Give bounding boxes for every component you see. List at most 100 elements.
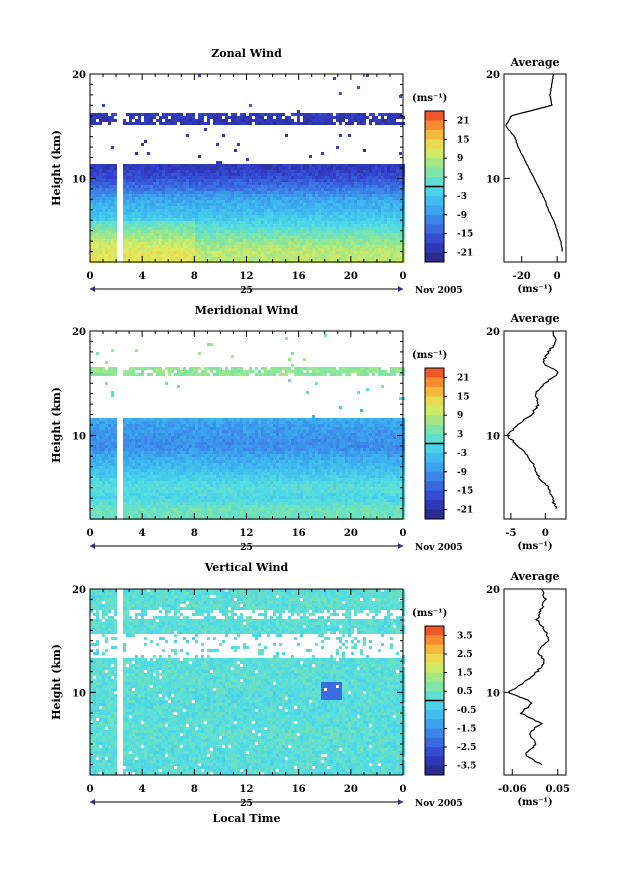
y-tick-label: 10 (72, 174, 86, 185)
colorbar-swatch (425, 644, 444, 655)
colorbar-swatch (425, 509, 444, 520)
colorbar-swatch (425, 462, 444, 473)
colorbar-tick-label: 15 (457, 135, 470, 145)
colorbar-swatch (425, 471, 444, 482)
heatmap-cells (90, 74, 405, 263)
panel-1: Meridional Wind 0 4 8 12 16 20 0 10 20 Height (km)… (50, 304, 567, 553)
colorbar-swatch (425, 434, 444, 444)
y-tick-label: 20 (72, 327, 86, 338)
average-unit: (ms⁻¹) (517, 541, 552, 552)
x-tick-label: 4 (139, 784, 146, 795)
average-y-tick-label: 20 (486, 327, 500, 338)
colorbar-swatch (425, 756, 444, 767)
average-unit: (ms⁻¹) (517, 284, 552, 295)
colorbar-tick-label: -0.5 (457, 706, 476, 716)
chart-title: Meridional Wind (195, 304, 299, 317)
colorbar-swatch (425, 747, 444, 757)
colorbar-swatch (425, 252, 444, 263)
average-x-tick-label: 0 (554, 271, 561, 282)
date-label: Nov 2005 (415, 286, 463, 296)
colorbar-swatch (425, 139, 444, 150)
x-tick-label: 0 (87, 784, 94, 795)
colorbar-swatch (425, 500, 444, 511)
colorbar-tick-label: -2.5 (457, 743, 476, 753)
colorbar-tick-label: -9 (457, 468, 467, 478)
arrow-head-right (398, 799, 403, 805)
colorbar-tick-label: 21 (457, 116, 470, 126)
average-y-tick-label: 10 (486, 431, 500, 442)
heatmap-cells (90, 589, 405, 775)
colorbar-tick-label: -3 (457, 192, 467, 202)
colorbar-swatch (425, 443, 444, 454)
y-tick-label: 20 (72, 70, 86, 81)
colorbar-tick-label: -21 (457, 506, 473, 516)
x-tick-label: 8 (191, 271, 198, 282)
colorbar-swatch (425, 681, 444, 692)
colorbar-swatch (425, 111, 444, 121)
average-title: Average (509, 56, 559, 69)
arrow-head-right (398, 543, 403, 549)
x-tick-label: 20 (344, 784, 358, 795)
x-tick-label: 16 (292, 271, 306, 282)
average-frame (503, 588, 567, 776)
x-tick-label: 0 (400, 784, 407, 795)
x-tick-label: 0 (87, 271, 94, 282)
average-profile-line (505, 74, 563, 252)
colorbar-swatch (425, 700, 444, 711)
average-x-tick-label: -5 (505, 528, 516, 539)
colorbar-swatch (425, 205, 444, 216)
y-tick-label: 10 (72, 431, 86, 442)
colorbar-tick-label: 0.5 (457, 687, 473, 697)
colorbar-swatch (425, 481, 444, 492)
heatmap-cells (90, 334, 405, 520)
x-tick-label: 0 (400, 528, 407, 539)
average-x-tick-label: -0.06 (498, 784, 527, 795)
colorbar-swatch (425, 386, 444, 397)
arrow-head-right (398, 286, 403, 292)
x-tick-label: 8 (191, 528, 198, 539)
day-label: 25 (240, 543, 253, 553)
average-x-tick-label: 0.05 (546, 784, 570, 795)
colorbar-tick-label: 9 (457, 154, 463, 164)
date-label: Nov 2005 (415, 799, 463, 809)
colorbar-tick-label: 2.5 (457, 650, 473, 660)
average-x-tick-label: -20 (513, 271, 531, 282)
x-tick-label: 8 (191, 784, 198, 795)
average-unit: (ms⁻¹) (517, 797, 552, 808)
colorbar-swatch (425, 120, 444, 131)
colorbar-tick-label: 9 (457, 411, 463, 421)
y-tick-label: 20 (72, 585, 86, 596)
colorbar-tick-label: 21 (457, 373, 470, 383)
colorbar-swatch (425, 224, 444, 235)
x-tick-label: 12 (240, 528, 254, 539)
x-tick-label: 4 (139, 528, 146, 539)
colorbar-unit: (ms⁻¹) (412, 93, 447, 104)
colorbar-swatch (425, 243, 444, 254)
colorbar-swatch (425, 719, 444, 729)
colorbar-swatch (425, 635, 444, 646)
panel-0: Zonal Wind 0 4 8 12 16 20 0 10 20 Height (km) 25 Nov… (50, 47, 567, 296)
colorbar-swatch (425, 672, 444, 683)
colorbar-swatch (425, 737, 444, 748)
average-y-tick-label: 20 (486, 585, 500, 596)
y-axis-label: Height (km) (50, 387, 63, 463)
colorbar-swatch (425, 765, 444, 776)
colorbar-swatch (425, 653, 444, 664)
chart-title: Zonal Wind (211, 47, 282, 60)
colorbar-swatch (425, 233, 444, 244)
colorbar-swatch (425, 368, 444, 378)
colorbar-swatch (425, 148, 444, 159)
colorbar-tick-label: 3.5 (457, 631, 473, 641)
arrow-head-left (90, 799, 95, 805)
average-title: Average (509, 312, 559, 325)
colorbar-swatch (425, 158, 444, 169)
x-tick-label: 0 (87, 528, 94, 539)
date-label: Nov 2005 (415, 543, 463, 553)
colorbar-swatch (425, 405, 444, 416)
panel-2: Vertical Wind 0 4 8 12 16 20 0 10 20 Height (km) 25… (50, 561, 570, 825)
average-profile-line (506, 330, 559, 509)
day-label: 25 (240, 286, 253, 296)
average-title: Average (509, 570, 559, 583)
y-tick-label: 10 (72, 688, 86, 699)
